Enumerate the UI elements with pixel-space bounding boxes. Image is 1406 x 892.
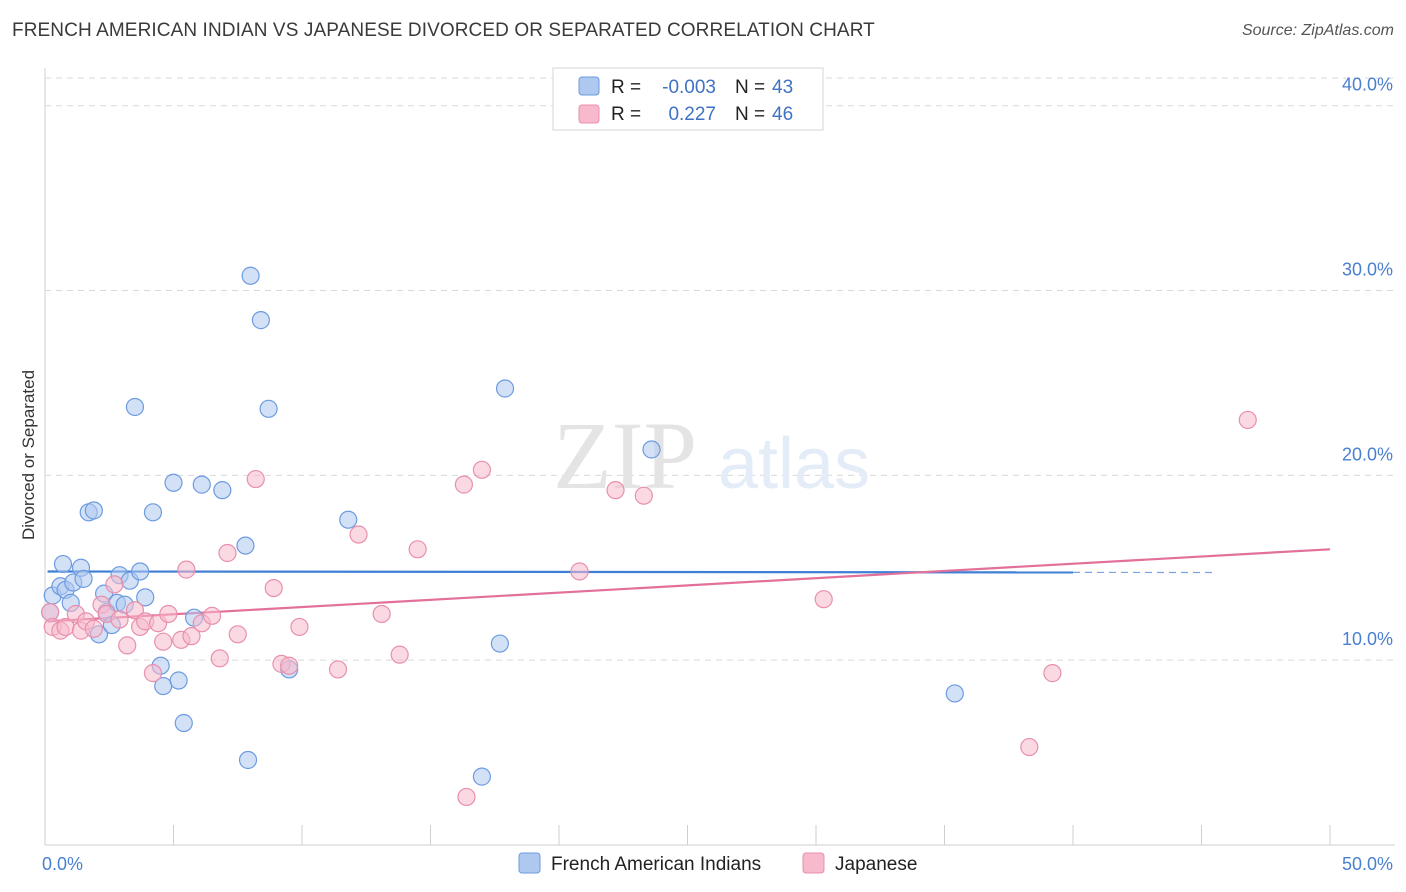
watermark: ZIP atlas	[553, 402, 870, 509]
point-japanese-18	[154, 632, 173, 651]
point-french-american-indians-20	[130, 562, 150, 581]
point-japanese-43	[634, 486, 653, 505]
point-french-american-indians-29	[192, 475, 211, 494]
legend-swatch-pink	[578, 104, 600, 124]
legend-bottom-swatch-pink	[802, 852, 825, 874]
point-japanese-0	[41, 603, 60, 622]
point-french-american-indians-25	[164, 473, 183, 492]
point-french-american-indians-32	[238, 750, 258, 770]
x-tick-label-1: 50.0%	[1342, 854, 1393, 874]
watermark-zip: ZIP	[553, 402, 697, 509]
point-french-american-indians-38	[472, 767, 491, 786]
point-japanese-39	[457, 787, 476, 807]
legend-swatch-blue	[578, 76, 600, 96]
point-japanese-41	[570, 562, 589, 581]
legend-r-value-2: 0.227	[668, 104, 716, 125]
point-french-american-indians-26	[169, 671, 188, 690]
y-tick-label-2: 30.0%	[1342, 260, 1393, 280]
point-japanese-26	[218, 543, 237, 563]
point-french-american-indians-37	[339, 510, 358, 529]
trend-line-0	[47, 570, 1074, 574]
legend-r-label-1: R =	[611, 77, 641, 98]
y-tick-label-1: 20.0%	[1342, 444, 1393, 464]
legend-n-label-2: N =	[735, 104, 765, 125]
point-japanese-19	[159, 604, 178, 624]
point-japanese-42	[606, 481, 625, 500]
point-french-american-indians-34	[251, 311, 270, 330]
point-japanese-38	[454, 475, 474, 494]
axes	[44, 68, 1395, 846]
point-japanese-40	[472, 460, 491, 479]
point-japanese-27	[228, 625, 247, 644]
point-french-american-indians-27	[174, 713, 193, 733]
point-french-american-indians-35	[259, 399, 278, 418]
point-japanese-24	[202, 606, 222, 625]
point-japanese-28	[246, 469, 265, 489]
point-japanese-21	[177, 560, 196, 579]
legend-top: R = -0.003 N = 43 R = 0.227 N = 46	[552, 67, 824, 131]
point-french-american-indians-39	[490, 634, 509, 653]
point-japanese-16	[143, 664, 163, 683]
point-french-american-indians-40	[495, 379, 515, 398]
point-japanese-25	[210, 649, 229, 668]
point-japanese-32	[290, 617, 309, 637]
point-french-american-indians-33	[241, 266, 260, 285]
legend-bottom: French American Indians Japanese	[518, 852, 917, 875]
point-japanese-36	[390, 645, 409, 664]
legend-bottom-swatch-blue	[518, 852, 541, 874]
legend-r-value-1: -0.003	[662, 77, 716, 98]
watermark-atlas: atlas	[718, 424, 870, 504]
point-french-american-indians-41	[642, 440, 661, 459]
trend-lines	[47, 548, 1331, 623]
trend-line-1	[47, 548, 1331, 623]
point-japanese-35	[372, 604, 391, 624]
point-french-american-indians-30	[213, 481, 232, 500]
point-japanese-12	[118, 636, 137, 655]
chart-title: FRENCH AMERICAN INDIAN VS JAPANESE DIVOR…	[12, 20, 875, 41]
legend-bottom-label-2: Japanese	[835, 854, 917, 875]
legend-n-value-1: 43	[772, 77, 793, 98]
point-french-american-indians-21	[136, 588, 155, 607]
point-french-american-indians-19	[125, 397, 145, 417]
point-japanese-45	[1020, 737, 1039, 757]
point-japanese-31	[280, 656, 299, 675]
y-tick-label-3: 40.0%	[1342, 75, 1393, 95]
point-japanese-33	[328, 660, 348, 679]
point-japanese-47	[1238, 410, 1257, 430]
point-japanese-29	[264, 579, 283, 598]
point-french-american-indians-10	[84, 501, 103, 520]
point-japanese-7	[84, 619, 103, 638]
legend-bottom-label-1: French American Indians	[551, 854, 761, 875]
point-japanese-44	[814, 590, 833, 609]
point-japanese-46	[1043, 664, 1062, 683]
point-french-american-indians-31	[236, 536, 255, 555]
point-french-american-indians-22	[143, 503, 163, 522]
y-axis-title: Divorced or Separated	[19, 370, 38, 540]
tick-labels: 10.0% 20.0% 30.0% 40.0% 0.0% 50.0%	[42, 75, 1393, 874]
point-japanese-13	[125, 601, 145, 620]
point-japanese-10	[105, 575, 124, 594]
point-french-american-indians-3	[53, 554, 73, 574]
legend-n-label-1: N =	[735, 77, 765, 98]
point-french-american-indians-8	[74, 569, 93, 588]
point-japanese-34	[349, 525, 368, 544]
point-japanese-11	[110, 610, 129, 629]
point-french-american-indians-42	[945, 684, 964, 703]
legend-n-value-2: 46	[772, 104, 793, 125]
point-japanese-37	[408, 540, 427, 559]
point-japanese-22	[182, 627, 201, 646]
data-points	[41, 266, 1257, 807]
legend-r-label-2: R =	[611, 104, 641, 125]
x-tick-label-0: 0.0%	[42, 854, 83, 874]
y-tick-label-0: 10.0%	[1342, 629, 1393, 649]
source-credit: Source: ZipAtlas.com	[1241, 22, 1394, 39]
